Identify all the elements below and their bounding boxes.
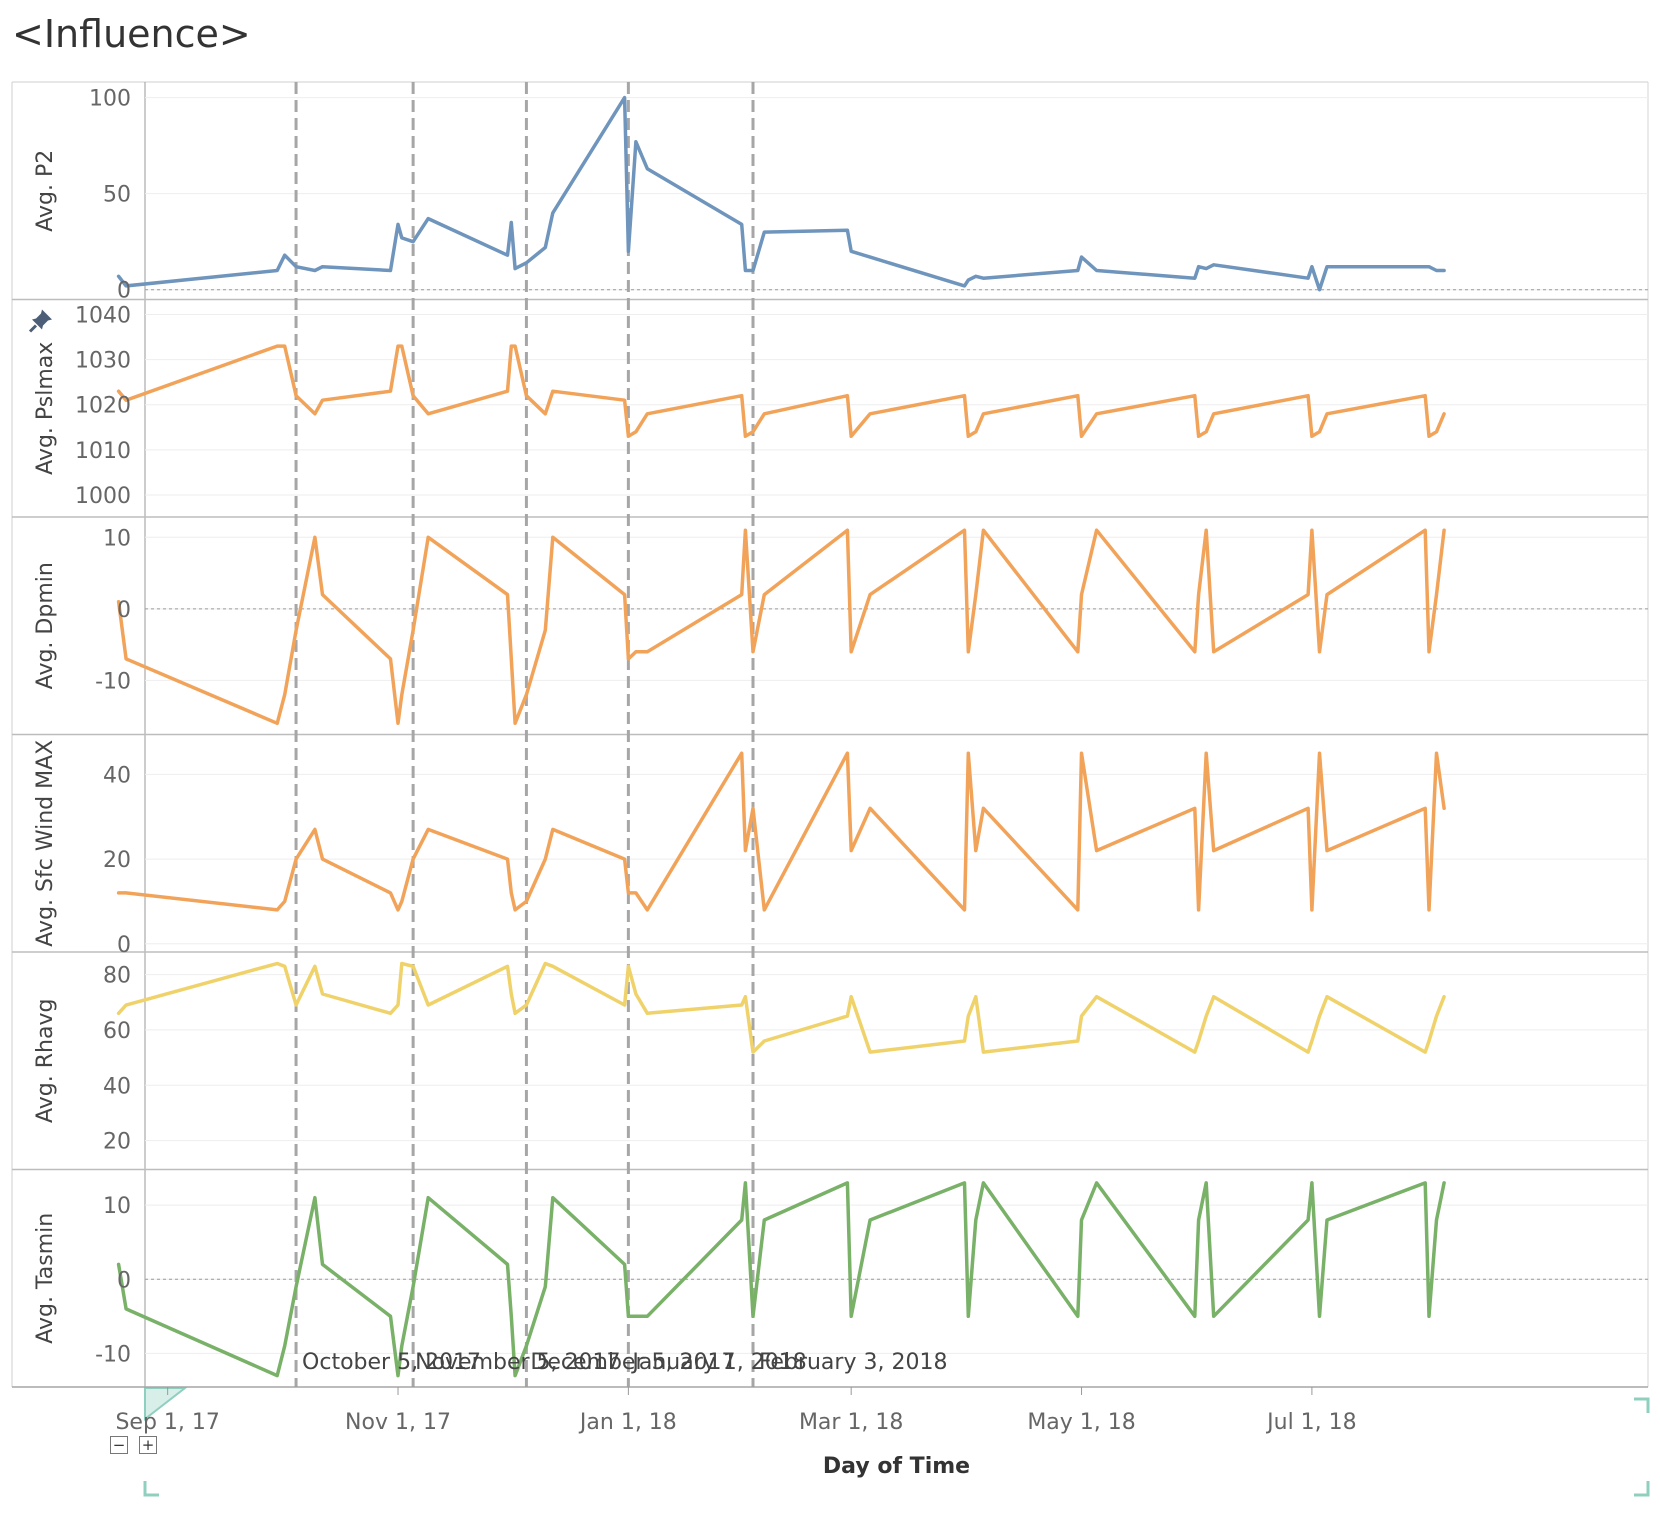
page-title: <Influence> [12,12,251,56]
x-tick-label: Jan 1, 18 [578,1410,677,1435]
x-tick-label: Mar 1, 18 [799,1410,903,1435]
x-tick-label: Sep 1, 17 [115,1410,219,1435]
reference-line-label: December 5, 2017 [530,1350,735,1375]
y-tick-label: 1000 [75,484,131,509]
reference-line-label: February 3, 2018 [759,1350,947,1375]
zoom-out-button[interactable]: − [110,1436,128,1454]
reference-line-label: January 1, 2018 [630,1350,806,1375]
series-line[interactable] [116,751,1446,912]
resize-handle-icon[interactable] [144,1387,188,1422]
y-tick-label: 0 [117,279,131,304]
y-axis-title: Avg. Rhavg [33,999,58,1123]
series-line[interactable] [116,344,1446,439]
y-tick-label: 50 [103,183,131,208]
y-tick-label: 20 [103,1130,131,1155]
y-tick-label: 0 [117,933,131,958]
x-tick-label: May 1, 18 [1027,1410,1135,1435]
x-tick-label: Jul 1, 18 [1265,1410,1357,1435]
y-tick-label: 0 [117,598,131,623]
y-tick-label: 1020 [75,394,131,419]
pin-icon-head [32,309,52,330]
y-axis-title: Avg. Sfc Wind MAX [33,740,58,947]
series-line[interactable] [116,1181,1446,1378]
y-tick-label: 20 [103,848,131,873]
pin-icon[interactable] [28,309,52,333]
selection-corner-br [1634,1481,1650,1497]
y-tick-label: -10 [95,669,131,694]
series-line[interactable] [116,95,1446,292]
x-tick-label: Nov 1, 17 [345,1410,451,1435]
y-axis-title: Avg. Pslmax [33,342,58,475]
y-tick-label: 1030 [75,349,131,374]
selection-corner-tr [1634,1397,1650,1413]
y-tick-label: 1010 [75,439,131,464]
selection-corner-bl [143,1481,159,1497]
reference-line-label: October 5, 2017 [302,1350,481,1375]
zoom-in-button[interactable]: + [139,1436,157,1454]
y-tick-label: 60 [103,1019,131,1044]
y-tick-label: -10 [95,1342,131,1367]
y-tick-label: 0 [117,1268,131,1293]
x-axis-title: Day of Time [823,1454,970,1479]
y-tick-label: 80 [103,964,131,989]
y-tick-label: 100 [89,87,131,112]
reference-line-label: November 5, 2017 [415,1350,620,1375]
y-tick-label: 40 [103,763,131,788]
pin-icon-needle [28,324,38,333]
y-tick-label: 10 [103,526,131,551]
y-tick-label: 1040 [75,304,131,329]
y-axis-title: Avg. P2 [33,150,58,232]
y-axis-title: Avg. Dpmin [33,562,58,689]
y-tick-label: 10 [103,1194,131,1219]
series-line[interactable] [116,961,1446,1054]
y-tick-label: 40 [103,1074,131,1099]
y-axis-title: Avg. Tasmin [33,1213,58,1344]
series-line[interactable] [116,528,1446,726]
